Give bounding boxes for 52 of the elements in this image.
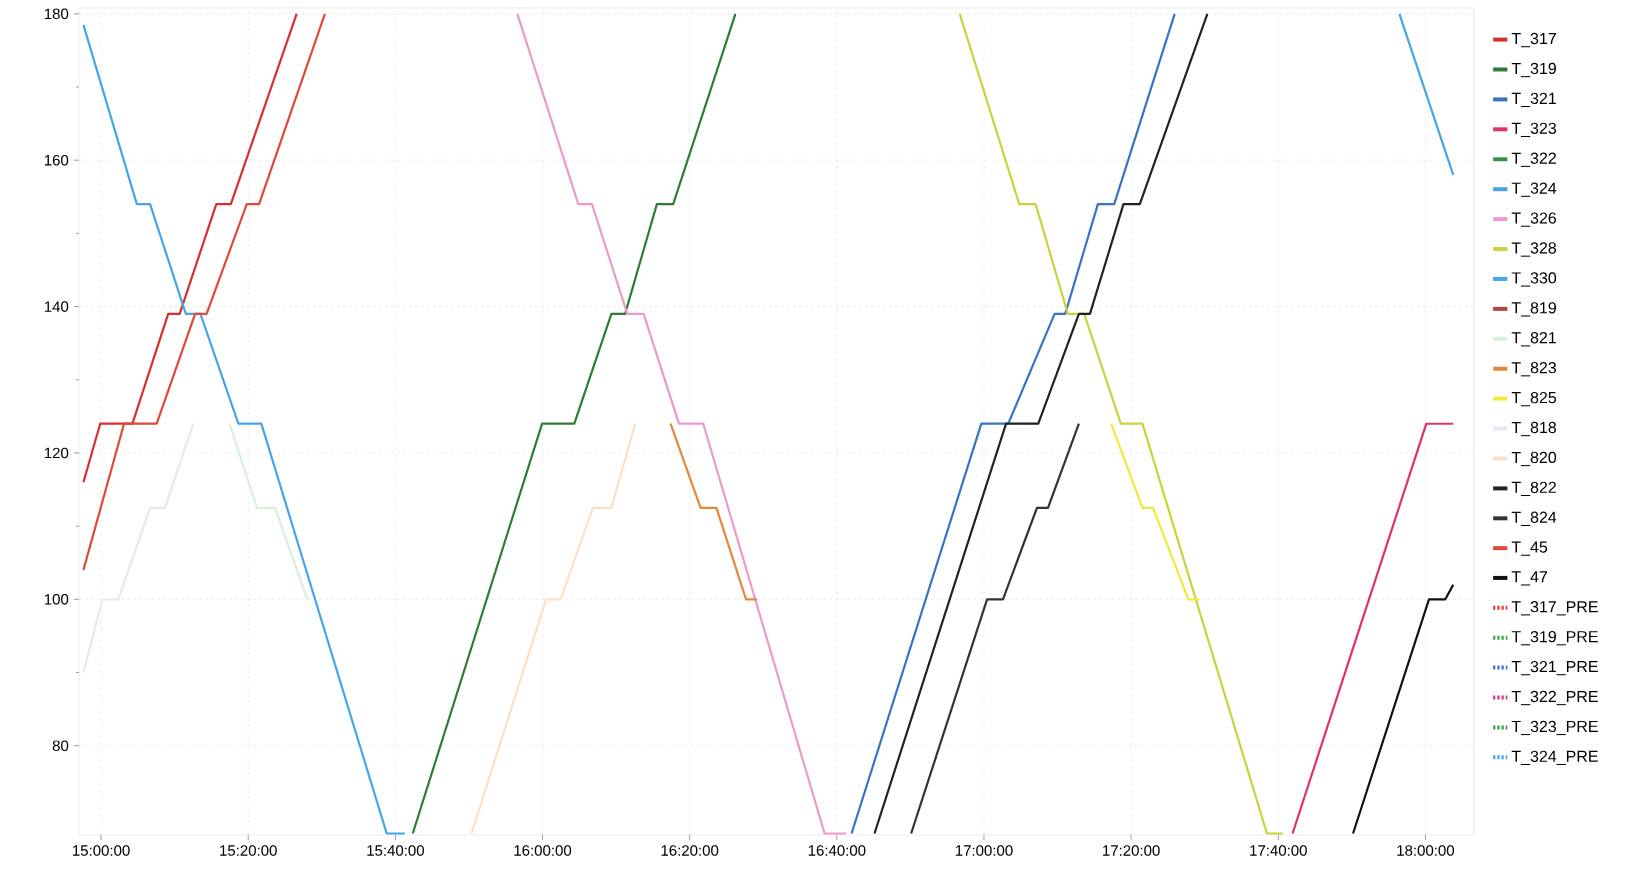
- line-series: [82, 23, 406, 835]
- legend-label: T_825: [1511, 391, 1557, 407]
- legend-label: T_330: [1511, 272, 1557, 287]
- y-tick-label: 180: [44, 8, 69, 20]
- legend-label: T_324: [1511, 182, 1557, 197]
- legend-label: T_823: [1511, 362, 1557, 377]
- y-tick-label: 100: [44, 594, 69, 605]
- y-tick-label: 120: [44, 447, 69, 459]
- x-tick-label: 17:20:00: [1103, 845, 1160, 856]
- line-series: [82, 422, 195, 674]
- legend-label: T_819: [1511, 302, 1556, 317]
- x-tick-label: 15:00:00: [73, 845, 130, 856]
- legend-label: T_321: [1511, 92, 1556, 108]
- legend-label: T_822: [1511, 481, 1556, 497]
- x-tick-label: 18:00:00: [1397, 845, 1455, 856]
- x-tick-label: 16:20:00: [661, 845, 719, 856]
- y-tick-label: 140: [44, 301, 69, 312]
- legend-label: T_818: [1511, 421, 1557, 437]
- legend-label: T_45: [1511, 541, 1548, 556]
- legend-label: T_321_PRE: [1511, 660, 1598, 676]
- legend-label: T_322: [1511, 152, 1556, 167]
- legend-label: T_326: [1511, 212, 1557, 227]
- legend-label: T_821: [1511, 332, 1556, 347]
- x-tick-label: 15:40:00: [367, 845, 424, 856]
- legend-label: T_820: [1511, 451, 1557, 467]
- legend-label: T_323: [1511, 122, 1557, 137]
- line-series: [850, 12, 1176, 835]
- legend-label: T_319_PRE: [1511, 630, 1598, 646]
- line-series: [470, 422, 637, 835]
- line-series: [411, 12, 737, 835]
- legend-label: T_47: [1511, 571, 1548, 586]
- legend-label: T_824: [1511, 511, 1557, 526]
- y-tick-label: 160: [44, 154, 69, 166]
- legend-label: T_317_PRE: [1511, 601, 1598, 616]
- legend-label: T_322_PRE: [1511, 690, 1598, 706]
- line-series: [873, 12, 1209, 835]
- line-series: [82, 12, 326, 572]
- legend-label: T_319: [1511, 62, 1556, 78]
- x-tick-label: 17:40:00: [1250, 845, 1307, 856]
- legend-label: T_324_PRE: [1511, 750, 1598, 766]
- legend-label: T_323_PRE: [1511, 720, 1598, 736]
- y-tick-label: 80: [52, 740, 69, 751]
- legend-label: T_328: [1511, 242, 1557, 257]
- x-tick-label: 17:00:00: [955, 845, 1013, 856]
- x-tick-label: 16:40:00: [808, 845, 866, 856]
- line-series: [958, 12, 1284, 835]
- x-tick-label: 15:20:00: [220, 845, 277, 856]
- legend-label: T_317: [1511, 32, 1556, 48]
- line-series: [516, 12, 848, 835]
- line-series: [910, 422, 1080, 835]
- x-tick-label: 16:00:00: [514, 845, 572, 856]
- line-series: [82, 12, 298, 484]
